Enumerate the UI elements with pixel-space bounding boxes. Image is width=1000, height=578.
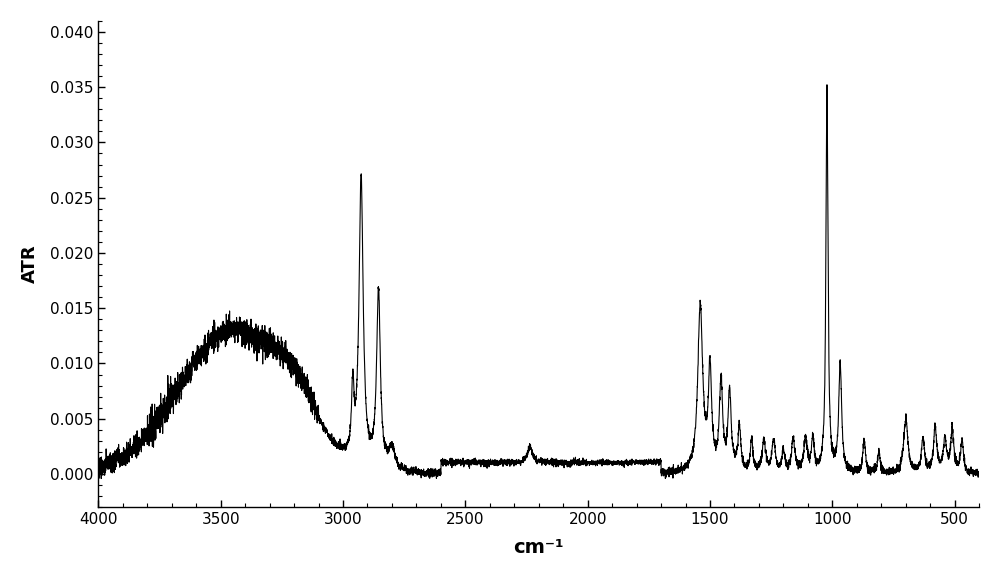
Y-axis label: ATR: ATR <box>21 244 39 283</box>
X-axis label: cm⁻¹: cm⁻¹ <box>513 538 564 557</box>
